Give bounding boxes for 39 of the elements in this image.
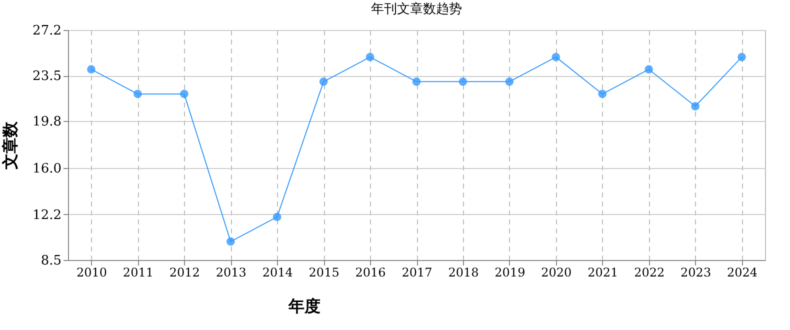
point [552,52,560,62]
point [366,52,374,62]
x-tick-label: 2021 [588,266,618,280]
x-tick-label: 2010 [76,266,108,280]
x-tick-label: 2014 [262,266,294,280]
y-tick-label: 8.5 [40,254,62,268]
y-axis-title: 文章数 [0,120,20,170]
y-tick-label: 19.8 [32,114,62,130]
y-tick-label: 23.5 [32,69,62,84]
x-tick-label: 2013 [216,266,246,280]
point [644,65,654,74]
x-tick-label: 2023 [680,266,712,280]
point [272,212,282,222]
x-tick-label: 2022 [634,266,665,280]
x-axis-title: 年度 [288,296,320,316]
x-tick-label: 2018 [448,266,479,280]
x-tick-label: 2020 [541,266,572,280]
chart-title: 年刊文章数趋势 [371,2,462,17]
x-tick-label: 2019 [494,266,526,280]
x-tick-label: 2016 [355,266,386,280]
point [458,77,468,86]
x-tick-label: 2024 [726,266,758,280]
point [319,77,328,86]
point [180,90,188,98]
point [412,77,421,86]
point [87,65,96,74]
y-tick-label: 27.2 [32,24,62,38]
x-tick-label: 2017 [402,266,432,280]
x-tick-label: 2012 [169,266,200,280]
y-tick-label: 16.0 [32,161,62,176]
point [134,90,142,98]
point [598,90,607,98]
point [505,77,514,86]
y-tick-label: 12.2 [32,208,62,223]
x-tick-label: 2011 [122,266,154,280]
point [691,102,700,110]
point [226,237,235,246]
point [738,52,746,62]
x-tick-label: 2015 [308,266,340,280]
